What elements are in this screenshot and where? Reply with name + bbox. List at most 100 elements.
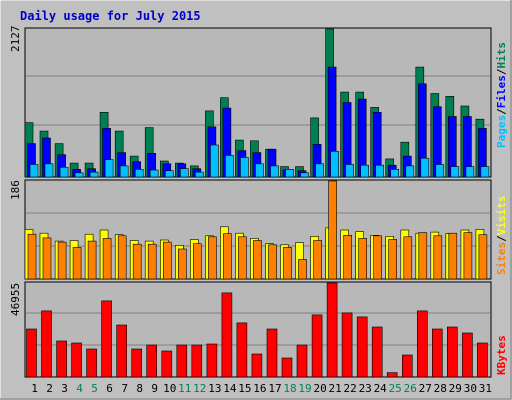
kbytes-bar-3	[56, 340, 67, 378]
x-axis-labels: 1 2 3 4 5 6 7 8 9 10 11 12 13 14 15 16 17 18 19 20 21 22 23 24 2…	[31, 382, 492, 395]
sites-bar-13	[208, 236, 217, 280]
kbytes-bar-26	[401, 354, 413, 378]
pages-bar-14	[225, 155, 234, 178]
pages-bar-21	[330, 151, 339, 178]
legend-pages: Pages	[495, 115, 508, 148]
kbytes-bar-24	[371, 326, 383, 378]
x-label-day-20: 20	[313, 382, 326, 395]
x-label-day-5: 5	[91, 382, 98, 395]
kbytes-bar-18	[281, 357, 293, 378]
sites-bar-21	[328, 180, 337, 280]
kbytes-bar-21	[326, 282, 338, 378]
x-label-day-9: 9	[151, 382, 158, 395]
sites-bar-16	[253, 240, 262, 280]
hits-legend: Pages/Files/Hits	[495, 42, 508, 148]
kbytes-bar-29	[446, 326, 458, 378]
kbytes-bar-20	[311, 314, 323, 378]
legend-sites: Sites	[495, 242, 508, 275]
kbytes-bar-1	[26, 328, 37, 378]
sites-legend: Sites/Visits	[495, 196, 508, 276]
kbytes-bar-27	[416, 310, 428, 378]
pages-bar-12	[195, 171, 204, 178]
kbytes-bar-11	[176, 344, 188, 378]
sites-bar-15	[238, 236, 247, 280]
legend-visits: Visits	[495, 196, 508, 236]
kbytes-bar-22	[341, 312, 353, 378]
x-label-day-17: 17	[268, 382, 281, 395]
sites-bar-20	[313, 240, 322, 280]
pages-bar-19	[300, 172, 309, 178]
kbytes-bar-16	[251, 353, 263, 378]
pages-bar-18	[285, 169, 294, 178]
x-label-day-21: 21	[328, 382, 341, 395]
x-label-day-4: 4	[76, 382, 83, 395]
x-label-day-15: 15	[238, 382, 251, 395]
sites-bar-17	[268, 244, 277, 280]
x-label-day-28: 28	[434, 382, 447, 395]
kbytes-bar-13	[206, 343, 218, 378]
hits-ymax-label: 2127	[9, 26, 22, 53]
pages-bar-31	[480, 166, 490, 178]
x-label-day-6: 6	[106, 382, 113, 395]
x-label-day-14: 14	[223, 382, 237, 395]
legend-files: Files	[495, 75, 508, 108]
kbytes-bar-23	[356, 316, 368, 378]
bar-marks	[24, 28, 490, 378]
x-label-day-7: 7	[121, 382, 128, 395]
sites-bar-22	[343, 235, 352, 280]
sites-bar-27	[418, 232, 428, 280]
x-label-day-8: 8	[136, 382, 143, 395]
kbytes-ymax-label: 46955	[9, 283, 22, 316]
kbytes-bar-9	[146, 344, 157, 378]
pages-bar-3	[59, 167, 69, 178]
pages-bar-9	[149, 169, 159, 178]
pages-bar-26	[405, 165, 415, 178]
pages-bar-7	[119, 165, 129, 178]
x-label-day-12: 12	[193, 382, 206, 395]
sites-bar-11	[178, 248, 187, 280]
sites-bar-2	[42, 237, 52, 280]
sites-bar-24	[373, 235, 383, 280]
sites-bar-30	[463, 232, 473, 280]
x-label-day-1: 1	[31, 382, 38, 395]
pages-bar-11	[180, 168, 189, 178]
pages-bar-30	[465, 166, 475, 178]
x-label-day-30: 30	[464, 382, 477, 395]
sites-bar-19	[298, 259, 307, 280]
sites-bar-25	[388, 239, 398, 280]
sites-bar-12	[193, 243, 202, 280]
kbytes-bar-8	[131, 348, 142, 378]
sites-bar-18	[283, 247, 292, 280]
sites-bar-31	[478, 234, 488, 280]
pages-bar-10	[165, 170, 174, 178]
sites-bar-5	[87, 240, 97, 280]
pages-bar-20	[315, 163, 324, 178]
kbytes-bar-10	[161, 350, 173, 378]
x-label-day-22: 22	[343, 382, 356, 395]
pages-bar-13	[210, 144, 219, 178]
sites-bar-3	[57, 241, 67, 280]
kbytes-bar-28	[431, 328, 443, 378]
x-label-day-16: 16	[253, 382, 266, 395]
sites-bar-23	[358, 238, 368, 280]
x-label-day-31: 31	[479, 382, 492, 395]
pages-bar-2	[44, 163, 54, 178]
kbytes-bar-7	[116, 324, 127, 378]
x-label-day-25: 25	[389, 382, 402, 395]
kbytes-bar-17	[266, 328, 278, 378]
kbytes-bar-25	[386, 372, 398, 378]
kbytes-bar-5	[86, 348, 97, 378]
x-label-day-23: 23	[359, 382, 372, 395]
legend-sep-3: /	[495, 235, 508, 242]
pages-bar-16	[255, 163, 264, 178]
kbytes-bar-30	[462, 332, 473, 378]
sites-bar-6	[102, 238, 112, 280]
chart-title: Daily usage for July 2015	[20, 9, 201, 23]
sites-bar-4	[72, 247, 82, 280]
sites-bar-8	[132, 243, 142, 280]
x-label-day-29: 29	[449, 382, 462, 395]
kbytes-bar-12	[191, 344, 203, 378]
legend-sep-1: /	[495, 108, 508, 115]
kbytes-bar-31	[477, 342, 488, 378]
